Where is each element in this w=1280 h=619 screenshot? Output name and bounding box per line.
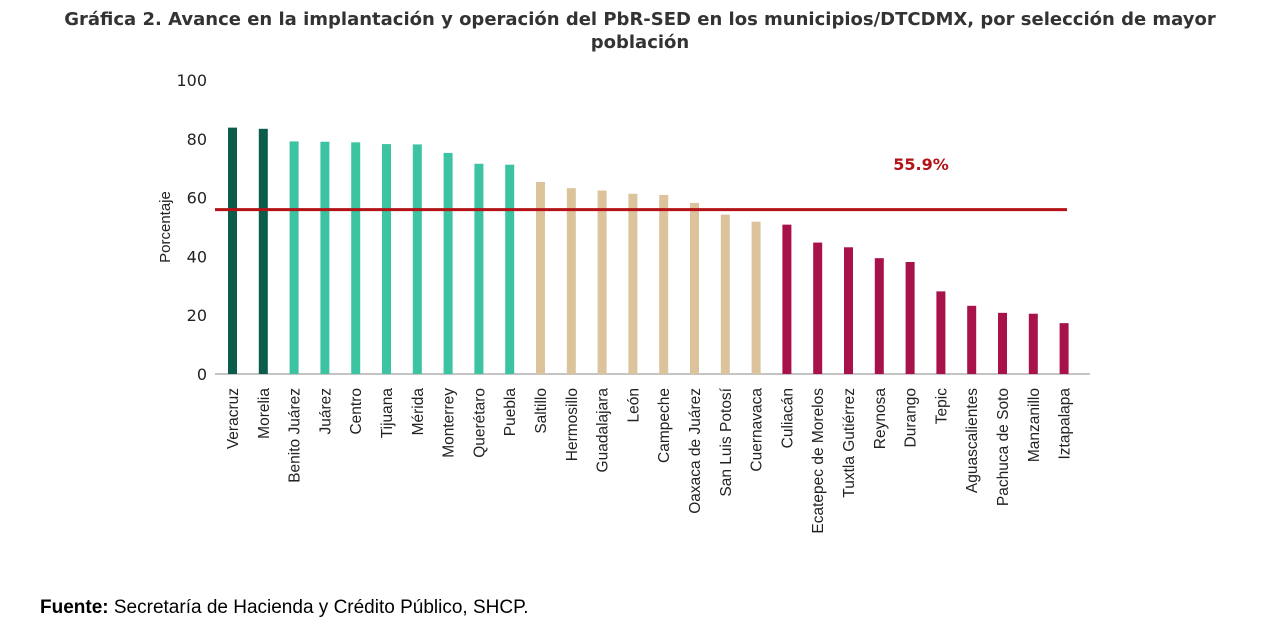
- bar: [443, 152, 453, 374]
- bar: [844, 247, 853, 374]
- x-tick-label: Veracruz: [225, 388, 242, 449]
- y-tick-label: 20: [187, 306, 207, 325]
- bar: [751, 221, 761, 374]
- bar: [289, 141, 299, 374]
- x-tick-label: Juárez: [317, 388, 334, 435]
- bar: [566, 188, 576, 374]
- bar: [720, 214, 730, 374]
- y-tick-label: 40: [187, 247, 207, 266]
- y-tick-label: 0: [197, 365, 207, 384]
- x-tick-label: Saltillo: [533, 388, 550, 434]
- x-tick-label: Pachuca de Soto: [995, 388, 1012, 506]
- bar: [536, 182, 545, 374]
- average-reference-label: 55.9%: [893, 155, 949, 174]
- y-tick-label: 80: [187, 130, 207, 149]
- x-tick-label: León: [625, 388, 642, 422]
- bar: [628, 193, 638, 374]
- x-tick-label: Ecatepec de Morelos: [810, 388, 827, 534]
- bar: [382, 144, 391, 374]
- x-tick-label: Cuernavaca: [749, 388, 766, 472]
- source-label: Fuente:: [40, 597, 109, 618]
- bar: [597, 190, 607, 374]
- bar: [474, 163, 484, 374]
- x-tick-label: Campeche: [656, 388, 673, 463]
- x-tick-label: Benito Juárez: [287, 388, 304, 483]
- bar: [967, 305, 977, 374]
- x-tick-label: San Luis Potosí: [718, 387, 735, 496]
- x-tick-label: Tepic: [933, 388, 950, 424]
- x-tick-label: Tijuana: [379, 388, 396, 439]
- y-tick-label: 100: [176, 71, 207, 90]
- y-tick-label: 60: [187, 189, 207, 208]
- bar: [782, 224, 792, 374]
- bar: [936, 291, 946, 374]
- x-tick-label: Centro: [348, 388, 365, 435]
- x-tick-label: Guadalajara: [595, 388, 612, 473]
- x-tick-label: Monterrey: [441, 388, 458, 458]
- x-tick-label: Culiacán: [779, 388, 796, 448]
- bar: [874, 258, 884, 374]
- x-tick-label: Iztapalapa: [1057, 388, 1074, 460]
- chart-title: Gráfica 2. Avance en la implantación y o…: [64, 9, 1216, 53]
- bar: [505, 164, 515, 374]
- source-note: Fuente: Secretaría de Hacienda y Crédito…: [40, 597, 529, 619]
- bar-chart: Porcentaje 0 20 40 60 80 100 Veracruz Morelia B…: [157, 71, 1090, 534]
- source-text: Secretaría de Hacienda y Crédito Público…: [108, 597, 529, 618]
- bar: [228, 127, 237, 375]
- x-tick-label: Durango: [903, 388, 920, 447]
- x-tick-label: Oaxaca de Juárez: [687, 388, 704, 514]
- bar: [412, 144, 422, 374]
- bar: [998, 312, 1007, 374]
- bar: [320, 141, 330, 374]
- x-tick-label: Manzanillo: [1026, 388, 1043, 462]
- y-axis-title: Porcentaje: [157, 191, 174, 263]
- bar: [813, 242, 823, 374]
- bar: [905, 261, 915, 374]
- bar: [659, 194, 669, 374]
- x-tick-label: Reynosa: [872, 388, 889, 450]
- x-tick-label: Querétaro: [471, 388, 488, 458]
- bar: [351, 142, 361, 374]
- bar: [258, 128, 268, 374]
- bar: [1028, 313, 1038, 374]
- x-tick-label: Aguascalientes: [964, 388, 981, 493]
- bar: [1059, 323, 1069, 374]
- x-tick-label: Tuxtla Gutiérrez: [841, 388, 858, 498]
- bar: [690, 202, 699, 374]
- x-tick-label: Mérida: [410, 388, 427, 436]
- x-tick-label: Hermosillo: [564, 388, 581, 461]
- x-tick-label: Morelia: [256, 388, 273, 439]
- x-tick-label: Puebla: [502, 388, 519, 437]
